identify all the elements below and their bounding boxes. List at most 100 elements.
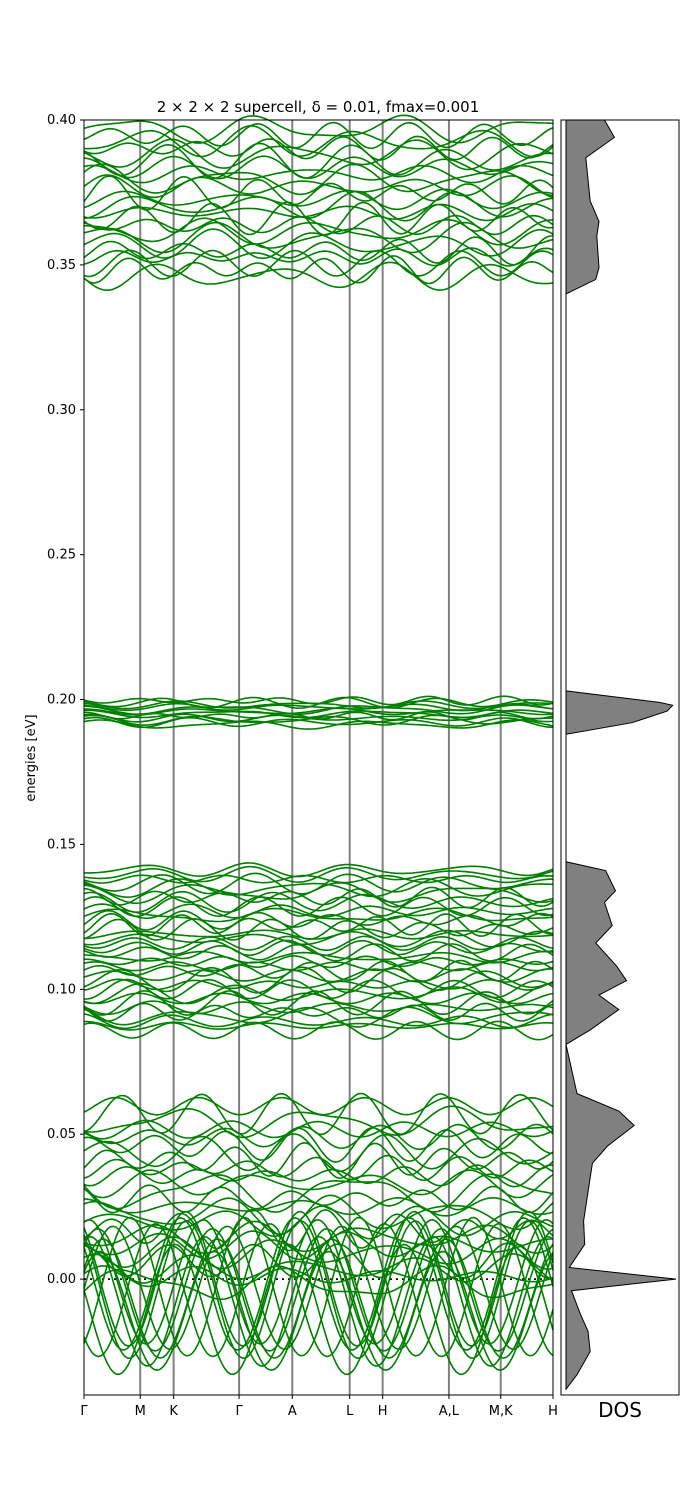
band-line: [83, 1184, 554, 1214]
band-line: [83, 907, 554, 923]
band-line: [83, 912, 553, 937]
band-line: [83, 872, 554, 895]
y-axis-label: energies [eV]: [24, 714, 39, 801]
band-line: [83, 982, 553, 1005]
band-line: [83, 719, 554, 730]
band-line: [84, 862, 554, 878]
band-line: [83, 142, 554, 180]
band-line: [83, 1173, 554, 1213]
x-tick-label: M: [135, 1404, 146, 1419]
x-tick-label: H: [378, 1404, 388, 1419]
x-tick-label: M,K: [489, 1404, 513, 1419]
y-tick-label: 0.00: [47, 1272, 76, 1287]
band-line: [83, 711, 554, 721]
band-line: [83, 702, 554, 712]
band-line: [83, 1227, 554, 1352]
band-line: [83, 261, 554, 292]
band-line: [83, 1013, 554, 1030]
y-tick-label: 0.30: [47, 403, 76, 418]
band-line: [83, 1205, 554, 1240]
band-line: [83, 1253, 554, 1284]
band-line: [83, 1220, 554, 1255]
band-line: [83, 939, 554, 957]
band-line: [83, 114, 554, 144]
band-line: [83, 1020, 554, 1041]
band-line: [83, 716, 553, 729]
band-line: [83, 201, 554, 236]
band-line: [83, 1194, 554, 1236]
x-tick-label: A: [288, 1404, 297, 1419]
band-line: [83, 1250, 554, 1372]
band-line: [83, 188, 554, 211]
band-line: [83, 1002, 554, 1022]
band-line: [83, 1169, 554, 1199]
band-line: [83, 1208, 554, 1252]
band-line: [83, 1000, 554, 1016]
band-line: [83, 1127, 554, 1163]
band-plot-frame: [83, 119, 554, 1396]
band-line: [83, 202, 554, 222]
band-line: [83, 1238, 554, 1359]
band-line: [83, 878, 554, 899]
band-line: [83, 255, 554, 285]
band-line: [83, 163, 554, 197]
x-tick-label: L: [346, 1404, 354, 1419]
band-line: [83, 709, 554, 719]
band-line: [83, 704, 554, 716]
band-line: [83, 155, 554, 180]
band-line: [83, 714, 553, 726]
dos-frame: [560, 119, 680, 1396]
band-line: [83, 918, 554, 941]
band-line: [83, 121, 554, 150]
band-line: [83, 228, 554, 260]
y-tick-label: 0.35: [47, 258, 76, 273]
band-line: [83, 1133, 554, 1173]
x-tick-label: Γ: [235, 1404, 243, 1419]
band-line: [83, 249, 554, 278]
band-line: [84, 978, 554, 1000]
band-line: [83, 164, 554, 184]
band-plot-panel: 0.40 0.35 0.30 0.25 0.20 0.15 0.10 0.05 0.00 Γ M K Γ…: [47, 113, 558, 1419]
y-tick-label: 0.10: [47, 982, 76, 997]
dos-curve: [565, 119, 677, 1391]
band-line: [83, 865, 554, 884]
y-tick-label: 0.15: [47, 837, 76, 852]
band-line: [83, 1154, 554, 1182]
band-line: [83, 1006, 554, 1028]
chart-title: 2 × 2 × 2 supercell, δ = 0.01, fmax=0.00…: [157, 98, 480, 116]
dos-panel: DOS: [560, 119, 680, 1422]
band-line: [83, 874, 554, 884]
band-line: [83, 221, 554, 254]
band-line: [83, 1230, 554, 1261]
band-line: [83, 214, 554, 236]
band-line: [83, 1236, 554, 1270]
x-tick-label: Γ: [80, 1404, 88, 1419]
band-line: [83, 903, 554, 920]
band-line: [83, 1218, 554, 1345]
y-tick-label: 0.05: [47, 1127, 76, 1142]
band-line: [83, 174, 554, 199]
x-tick-label: A,L: [439, 1404, 460, 1419]
band-line: [83, 1119, 554, 1140]
band-line: [83, 247, 554, 267]
band-line: [83, 966, 554, 994]
band-line: [83, 1216, 554, 1357]
band-line: [83, 1092, 554, 1136]
band-line: [83, 1265, 554, 1288]
band-line: [83, 978, 554, 991]
band-line: [83, 1225, 554, 1351]
y-tick-label: 0.20: [47, 693, 76, 708]
y-tick-label: 0.40: [47, 113, 76, 128]
band-line: [83, 1096, 554, 1116]
band-line: [84, 1020, 554, 1031]
band-line: [83, 935, 554, 951]
band-line: [83, 891, 554, 914]
band-line: [83, 135, 554, 161]
dos-label: DOS: [598, 1398, 642, 1422]
x-tick-label: H: [548, 1404, 558, 1419]
band-line: [83, 175, 554, 211]
y-tick-label: 0.25: [47, 548, 76, 563]
x-tick-label: K: [169, 1404, 178, 1419]
band-line: [83, 895, 554, 918]
